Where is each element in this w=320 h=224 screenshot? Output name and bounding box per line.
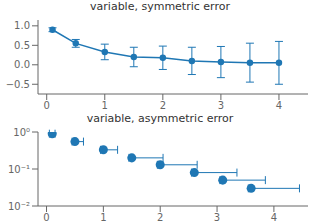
svg-text:4: 4 (271, 212, 277, 223)
svg-text:4: 4 (276, 100, 282, 111)
svg-text:3: 3 (214, 212, 220, 223)
svg-text:10⁻²: 10⁻² (8, 201, 30, 212)
html-text:variable, symmetric error: variable, symmetric error (90, 0, 230, 13)
svg-text:2: 2 (157, 212, 163, 223)
svg-text:0.5: 0.5 (14, 40, 30, 51)
svg-text:10⁻¹: 10⁻¹ (8, 164, 30, 175)
svg-text:2: 2 (160, 100, 166, 111)
svg-text:−0.5: −0.5 (8, 79, 30, 90)
html-text:variable, asymmetric error: variable, asymmetric error (86, 112, 234, 125)
svg-text:0: 0 (43, 212, 49, 223)
svg-text:1: 1 (102, 100, 108, 111)
svg-text:1: 1 (100, 212, 106, 223)
svg-text:1.0: 1.0 (14, 20, 30, 31)
svg-text:10⁰: 10⁰ (13, 127, 30, 138)
svg-text:0.0: 0.0 (14, 59, 30, 70)
svg-text:3: 3 (218, 100, 224, 111)
svg-text:0: 0 (44, 100, 50, 111)
